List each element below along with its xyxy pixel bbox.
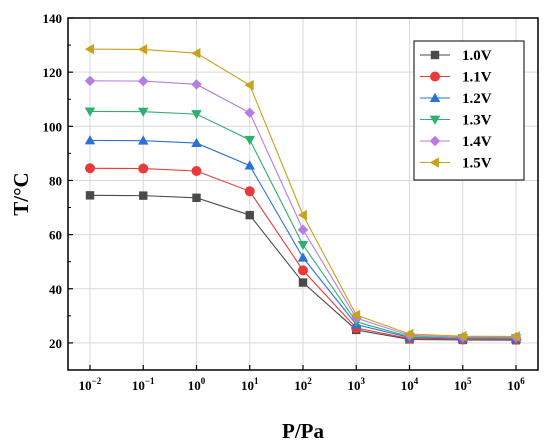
legend-item: 1.2V <box>420 91 492 107</box>
x-tick-exponent: 3 <box>361 376 366 386</box>
data-point <box>84 107 96 117</box>
data-point <box>404 328 414 340</box>
data-point <box>84 135 96 145</box>
legend-item: 1.1V <box>420 70 492 86</box>
data-point <box>191 137 202 148</box>
x-tick-base: 10 <box>132 378 145 393</box>
data-point <box>244 186 255 197</box>
x-tick-exponent: −2 <box>92 376 102 386</box>
data-point <box>138 135 149 145</box>
legend-label: 1.5V <box>462 156 492 172</box>
data-point <box>245 210 254 220</box>
x-tick-exponent: 4 <box>414 376 419 386</box>
data-point <box>297 209 307 221</box>
y-tick-label: 40 <box>49 282 62 297</box>
x-tick-base: 10 <box>79 378 92 393</box>
x-tick-label: 101 <box>241 376 259 393</box>
data-point <box>85 191 95 200</box>
x-tick-exponent: 2 <box>307 376 312 386</box>
x-tick-base: 10 <box>401 378 414 393</box>
x-tick-base: 10 <box>188 378 201 393</box>
data-point <box>298 265 308 276</box>
data-point <box>351 309 361 321</box>
x-tick-label: 103 <box>348 376 366 393</box>
x-tick-exponent: 0 <box>201 376 206 386</box>
data-point <box>138 163 149 174</box>
data-point <box>139 191 148 200</box>
legend-label: 1.3V <box>462 113 492 129</box>
x-tick-label: 106 <box>507 376 525 393</box>
data-point <box>244 79 254 91</box>
data-point <box>297 224 309 235</box>
data-point <box>244 160 255 170</box>
data-point <box>244 135 255 146</box>
x-tick-label: 10−2 <box>79 376 102 393</box>
x-tick-label: 10−1 <box>132 376 155 393</box>
legend-label: 1.0V <box>462 48 492 64</box>
data-point <box>429 135 441 147</box>
data-point <box>191 79 202 90</box>
legend-item: 1.0V <box>420 48 492 64</box>
legend-item: 1.4V <box>420 134 492 150</box>
data-point <box>429 115 441 125</box>
x-axis-title: P/Pa <box>282 419 324 443</box>
x-tick-exponent: 1 <box>254 376 259 386</box>
y-tick-label: 60 <box>49 228 62 243</box>
data-point <box>191 47 201 59</box>
data-point <box>298 278 308 287</box>
x-tick-exponent: 6 <box>520 376 525 386</box>
data-point <box>429 157 439 168</box>
data-point <box>297 252 309 262</box>
data-point <box>429 92 441 102</box>
legend-label: 1.1V <box>462 70 492 86</box>
legend-item: 1.5V <box>420 156 492 172</box>
data-point <box>510 331 520 342</box>
series-1.5V <box>84 43 520 342</box>
data-point <box>138 107 149 117</box>
x-tick-base: 10 <box>507 378 520 393</box>
y-tick-label: 100 <box>43 119 63 134</box>
x-tick-label: 104 <box>401 376 419 393</box>
x-tick-base: 10 <box>241 378 254 393</box>
data-point <box>84 43 94 55</box>
x-tick-base: 10 <box>294 378 307 393</box>
y-tick-label: 120 <box>43 65 63 80</box>
data-point <box>244 107 255 119</box>
y-axis-title: T/°C <box>9 172 33 215</box>
data-point <box>191 165 202 176</box>
data-point <box>297 240 309 251</box>
legend-label: 1.4V <box>462 134 492 150</box>
series-layer <box>84 43 522 345</box>
data-point <box>457 330 467 342</box>
y-tick-label: 80 <box>49 173 62 188</box>
ticks: 10−2 10−1 100 101 102 103 104 105 10620406080100… <box>43 11 526 393</box>
data-point <box>84 75 96 87</box>
data-point <box>192 193 201 202</box>
x-tick-label: 105 <box>454 376 472 393</box>
x-tick-label: 102 <box>294 376 312 393</box>
data-point <box>138 75 149 87</box>
x-tick-label: 100 <box>188 376 206 393</box>
legend: 1.0V 1.1V 1.2V 1.3V 1.4V 1.5V <box>413 40 525 181</box>
data-point <box>430 50 440 60</box>
data-point <box>430 71 440 82</box>
y-tick-label: 20 <box>49 336 62 351</box>
x-tick-base: 10 <box>348 378 361 393</box>
x-tick-exponent: −1 <box>145 376 155 386</box>
data-point <box>85 163 95 174</box>
data-point <box>191 110 202 120</box>
legend-box <box>413 40 525 181</box>
x-tick-base: 10 <box>454 378 467 393</box>
legend-item: 1.3V <box>420 113 492 129</box>
legend-label: 1.2V <box>462 91 492 107</box>
data-point <box>138 44 148 55</box>
x-tick-exponent: 5 <box>467 376 472 386</box>
y-tick-label: 140 <box>43 11 63 26</box>
